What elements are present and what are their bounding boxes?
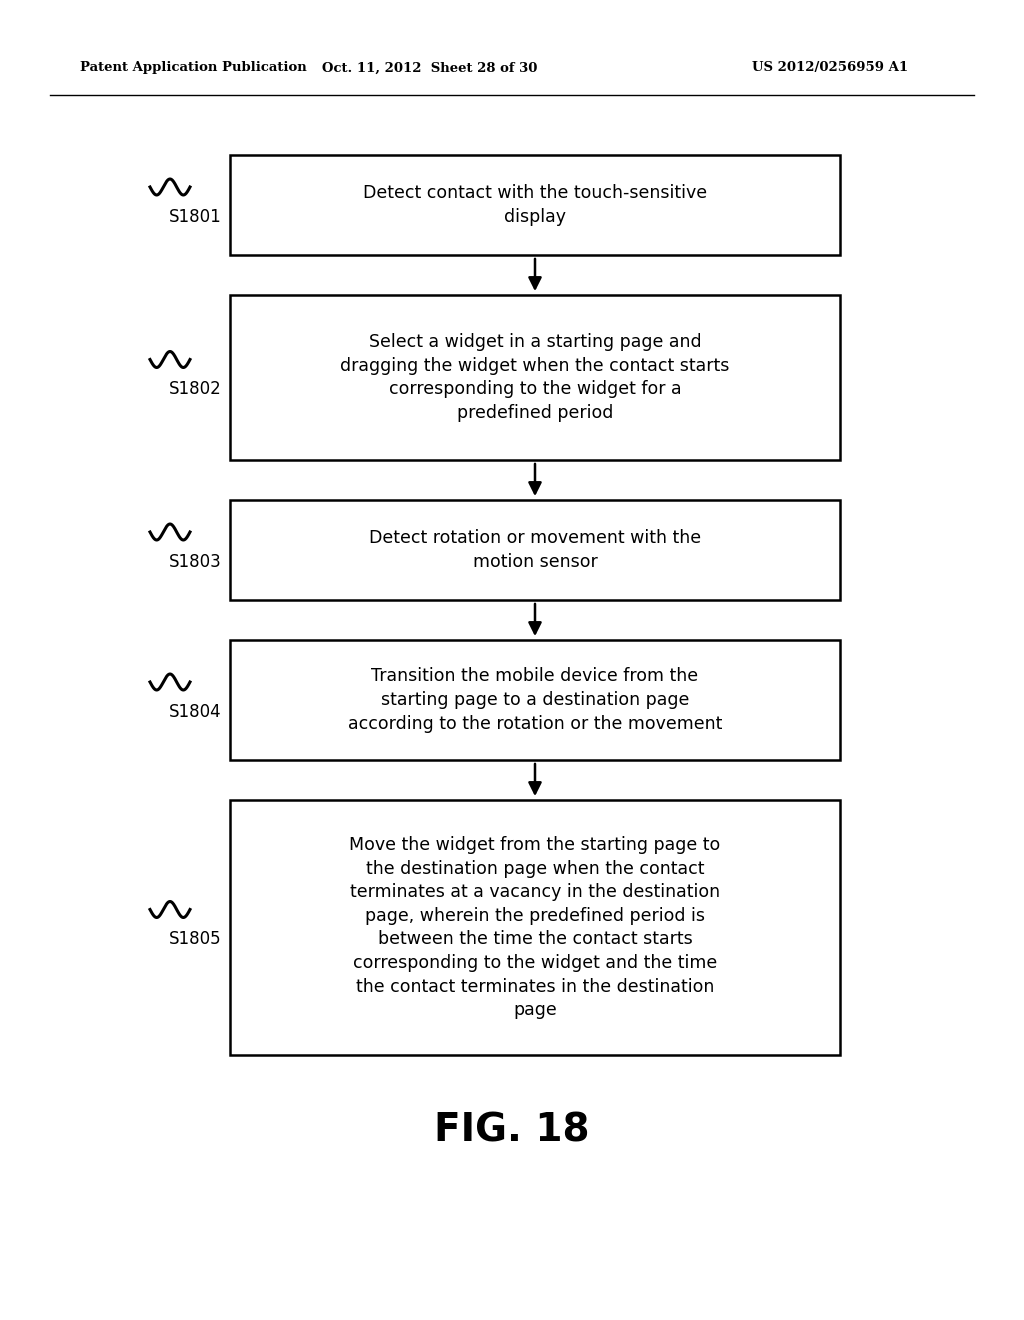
Text: FIG. 18: FIG. 18 (434, 1111, 590, 1148)
Bar (230, 500, 840, 601)
Text: S1802: S1802 (169, 380, 221, 399)
Bar (230, 294, 840, 459)
Text: S1804: S1804 (169, 704, 221, 721)
Text: Detect rotation or movement with the
motion sensor: Detect rotation or movement with the mot… (369, 529, 701, 570)
Text: US 2012/0256959 A1: US 2012/0256959 A1 (752, 62, 908, 74)
Text: Detect contact with the touch-sensitive
display: Detect contact with the touch-sensitive … (362, 185, 707, 226)
Text: S1801: S1801 (169, 209, 221, 226)
Text: Move the widget from the starting page to
the destination page when the contact
: Move the widget from the starting page t… (349, 836, 721, 1019)
Bar (230, 154, 840, 255)
Text: Transition the mobile device from the
starting page to a destination page
accord: Transition the mobile device from the st… (348, 668, 722, 733)
Text: Oct. 11, 2012  Sheet 28 of 30: Oct. 11, 2012 Sheet 28 of 30 (323, 62, 538, 74)
Bar (230, 640, 840, 760)
Bar (230, 800, 840, 1055)
Text: Patent Application Publication: Patent Application Publication (80, 62, 307, 74)
Text: Select a widget in a starting page and
dragging the widget when the contact star: Select a widget in a starting page and d… (340, 333, 730, 422)
Text: S1803: S1803 (169, 553, 221, 572)
Text: S1805: S1805 (169, 931, 221, 949)
